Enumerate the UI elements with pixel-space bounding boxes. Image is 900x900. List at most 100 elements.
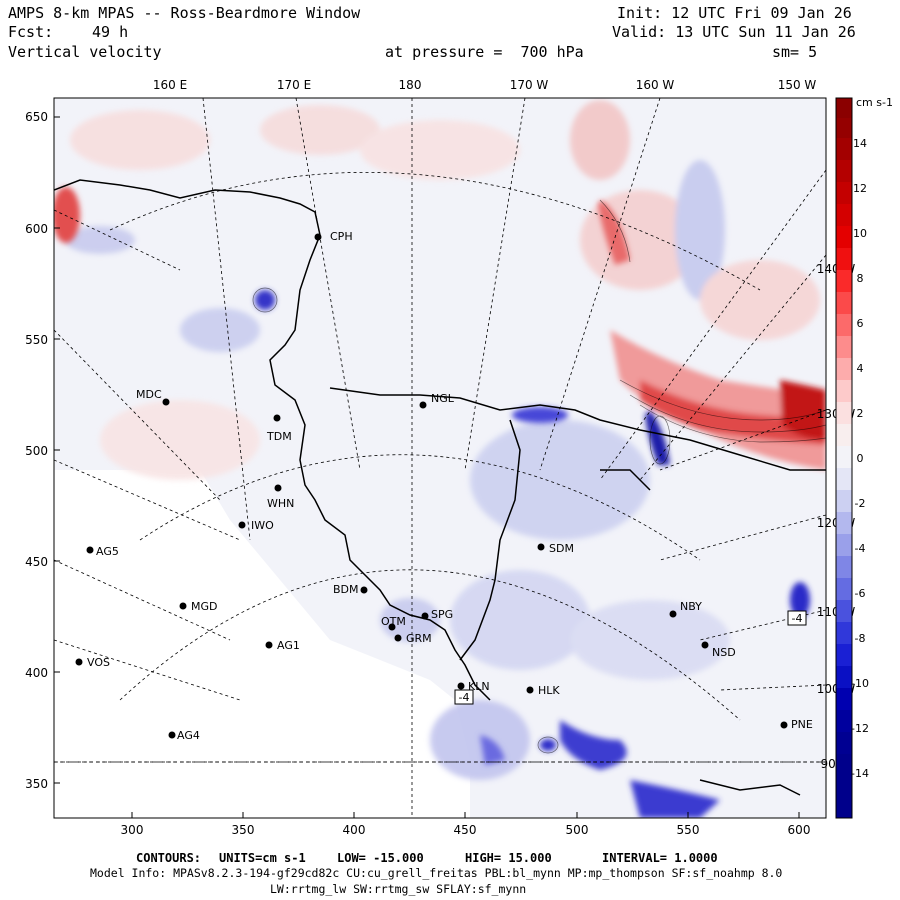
station-label: NGL xyxy=(431,392,455,405)
plot-frame xyxy=(53,97,827,819)
station-dot xyxy=(388,623,396,631)
lon-label-170e: 170 E xyxy=(277,78,311,92)
colorbar xyxy=(835,97,853,819)
colorbar-label: -14 xyxy=(851,767,869,780)
station-dot xyxy=(419,401,427,409)
y-axis-ticks xyxy=(54,116,60,784)
x-tick-label: 350 xyxy=(232,823,255,837)
station-dot xyxy=(86,546,94,554)
lon-label-150w: 150 W xyxy=(778,78,817,92)
coastline xyxy=(54,179,826,796)
colorbar-label: -6 xyxy=(855,587,866,600)
x-tick-label: 600 xyxy=(788,823,811,837)
station-label: TDM xyxy=(266,430,292,443)
x-tick-label: 500 xyxy=(566,823,589,837)
y-tick-label: 350 xyxy=(25,777,48,791)
station-label: NBY xyxy=(680,600,702,613)
colorbar-label: 0 xyxy=(857,452,864,465)
station-dot xyxy=(780,721,788,729)
station-label: VOS xyxy=(87,656,110,669)
stations: CPH NGL MDC TDM WHN IWO AG5 SDM BDM MGD … xyxy=(75,230,813,742)
station-dot xyxy=(273,414,281,422)
valid-time: Valid: 13 UTC Sun 11 Jan 26 xyxy=(612,23,856,41)
station-dot xyxy=(162,398,170,406)
colorbar-label: -4 xyxy=(855,542,866,555)
station-label: NSD xyxy=(712,646,736,659)
top-longitude-labels: 160 E 170 E 180 170 W 160 W 150 W xyxy=(153,78,817,92)
station-label: AG1 xyxy=(277,639,300,652)
station-dot xyxy=(274,484,282,492)
colorbar-label: -2 xyxy=(855,497,866,510)
station-dot xyxy=(669,610,677,618)
y-tick-label: 400 xyxy=(25,666,48,680)
colorbar-label: 10 xyxy=(853,227,867,240)
station-label: IWO xyxy=(251,519,274,532)
station-label: AG4 xyxy=(177,729,200,742)
colorbar-label: -8 xyxy=(855,632,866,645)
station-label: WHN xyxy=(267,497,294,510)
lon-label-160w: 160 W xyxy=(636,78,675,92)
y-axis-labels: 650 600 550 500 450 400 350 xyxy=(25,110,48,791)
forecast-hour: 49 h xyxy=(92,23,129,41)
x-axis-labels: 300 350 400 450 500 550 600 xyxy=(121,823,811,837)
station-dot xyxy=(421,612,429,620)
min-label: -4 xyxy=(459,691,470,704)
forecast-label: Fcst: xyxy=(8,23,54,41)
y-tick-label: 550 xyxy=(25,333,48,347)
colorbar-labels: 14 12 10 8 6 4 2 0 -2 -4 -6 -8 -10 -12 -… xyxy=(851,137,869,780)
station-label: SDM xyxy=(549,542,574,555)
y-tick-label: 500 xyxy=(25,444,48,458)
y-tick-label: 650 xyxy=(25,110,48,124)
field-name: Vertical velocity xyxy=(8,43,162,61)
station-dot xyxy=(75,658,83,666)
station-label: MGD xyxy=(191,600,218,613)
station-dot xyxy=(238,521,246,529)
station-label: PNE xyxy=(791,718,813,731)
minimum-markers: -4 -4 xyxy=(454,610,807,705)
station-dot xyxy=(168,731,176,739)
station-dot xyxy=(526,686,534,694)
contours-units: UNITS=cm s-1 xyxy=(219,851,306,865)
colorbar-units: cm s-1 xyxy=(856,96,893,109)
station-label: OTM xyxy=(381,615,406,628)
station-dot xyxy=(179,602,187,610)
lon-label-180: 180 xyxy=(399,78,422,92)
x-tick-label: 450 xyxy=(454,823,477,837)
station-label: GRM xyxy=(406,632,432,645)
smoothing-level: sm= 5 xyxy=(772,43,818,61)
station-dot xyxy=(265,641,273,649)
init-time: Init: 12 UTC Fri 09 Jan 26 xyxy=(617,4,852,22)
station-dot xyxy=(360,586,368,594)
contours-interval: INTERVAL= 1.0000 xyxy=(602,851,718,865)
colorbar-label: -10 xyxy=(851,677,869,690)
lon-label-170w: 170 W xyxy=(510,78,549,92)
colorbar-label: 2 xyxy=(857,407,864,420)
station-dot xyxy=(394,634,402,642)
station-label: AG5 xyxy=(96,545,119,558)
station-dot xyxy=(457,682,465,690)
x-tick-label: 550 xyxy=(677,823,700,837)
station-label: HLK xyxy=(538,684,560,697)
station-label: BDM xyxy=(333,583,359,596)
colorbar-label: -12 xyxy=(851,722,869,735)
model-info: Model Info: MPASv8.2.3-194-gf29cd82c CU:… xyxy=(90,866,783,880)
colorbar-label: 14 xyxy=(853,137,867,150)
colorbar-label: 8 xyxy=(857,272,864,285)
contours-label: CONTOURS: xyxy=(136,851,202,865)
station-label: CPH xyxy=(330,230,353,243)
colorbar-label: 6 xyxy=(857,317,864,330)
min-label: -4 xyxy=(792,612,803,625)
lon-label-160e: 160 E xyxy=(153,78,187,92)
station-dot xyxy=(537,543,545,551)
model-info-line2: LW:rrtmg_lw SW:rrtmg_sw SFLAY:sf_mynn xyxy=(270,882,527,896)
colorbar-label: 4 xyxy=(857,362,864,375)
x-axis-ticks xyxy=(131,812,800,818)
contours-low: LOW= -15.000 xyxy=(337,851,424,865)
velocity-field xyxy=(54,98,826,818)
station-label: SPG xyxy=(431,608,453,621)
station-dot xyxy=(314,233,322,241)
y-tick-label: 600 xyxy=(25,222,48,236)
y-tick-label: 450 xyxy=(25,555,48,569)
colorbar-label: 12 xyxy=(853,182,867,195)
